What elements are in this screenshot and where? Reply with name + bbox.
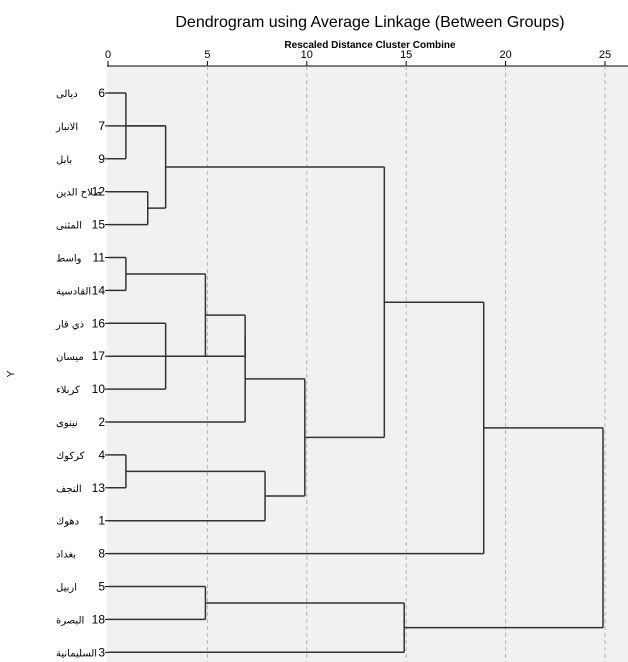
leaf-label: ديالى — [56, 89, 78, 100]
leaf-case-number: 1 — [98, 514, 105, 528]
leaf-label: القادسية — [56, 286, 91, 297]
leaf-case-number: 6 — [98, 86, 105, 100]
leaf-case-number: 18 — [92, 612, 106, 626]
chart-subtitle: Rescaled Distance Cluster Combine — [284, 40, 456, 51]
leaf-case-number: 3 — [98, 645, 105, 659]
leaf-case-number: 17 — [92, 349, 106, 363]
y-axis-label: Y — [6, 370, 17, 377]
leaf-label: دهوك — [56, 517, 79, 528]
leaf-case-number: 2 — [98, 415, 105, 429]
leaf-case-number: 14 — [92, 283, 106, 297]
leaf-label: النجف — [56, 484, 82, 495]
leaf-label: كركوك — [56, 451, 85, 462]
leaf-case-number: 15 — [92, 218, 106, 232]
chart-title: Dendrogram using Average Linkage (Betwee… — [175, 14, 564, 31]
tick-layer: 0 5 10 15 20 25 — [105, 49, 611, 66]
leaf-case-number: 5 — [98, 580, 105, 594]
leaf-case-number: 11 — [93, 251, 106, 265]
leaf-label: اربيل — [56, 583, 77, 594]
leaf-label: الانبار — [55, 122, 78, 133]
x-tick-label: 5 — [204, 49, 210, 61]
leaf-label: السليمانية — [56, 648, 97, 659]
leaf-case-number: 8 — [98, 547, 105, 561]
leaf-label: نينوى — [56, 418, 78, 429]
leaf-label: بابل — [56, 155, 72, 166]
leaf-case-number: 16 — [92, 316, 106, 330]
leaf-label: كربلاء — [56, 385, 80, 396]
plot-background — [107, 66, 628, 662]
leaf-label: واسط — [56, 254, 82, 265]
leaf-case-number: 10 — [92, 382, 106, 396]
leaf-label: المثنى — [56, 221, 82, 232]
leaf-case-number: 7 — [98, 119, 105, 133]
grid-layer — [206, 66, 606, 662]
x-tick-label: 25 — [599, 49, 611, 61]
leaf-label: ميسان — [56, 352, 84, 363]
leaf-case-number: 12 — [92, 185, 106, 199]
leaf-label: ذي قار — [55, 319, 84, 330]
leaf-label: بغداد — [56, 550, 76, 561]
x-tick-label: 15 — [400, 49, 412, 61]
x-tick-label: 0 — [105, 49, 111, 61]
x-tick-label: 10 — [301, 49, 313, 61]
x-tick-label: 20 — [499, 49, 511, 61]
leaf-label: البصرة — [56, 615, 84, 626]
leaf-case-number: 13 — [92, 481, 106, 495]
leaf-case-number: 4 — [98, 448, 105, 462]
branch-layer — [108, 92, 604, 654]
leaf-case-number: 9 — [98, 152, 105, 166]
leaf-label: صلاح الدين — [56, 188, 102, 199]
